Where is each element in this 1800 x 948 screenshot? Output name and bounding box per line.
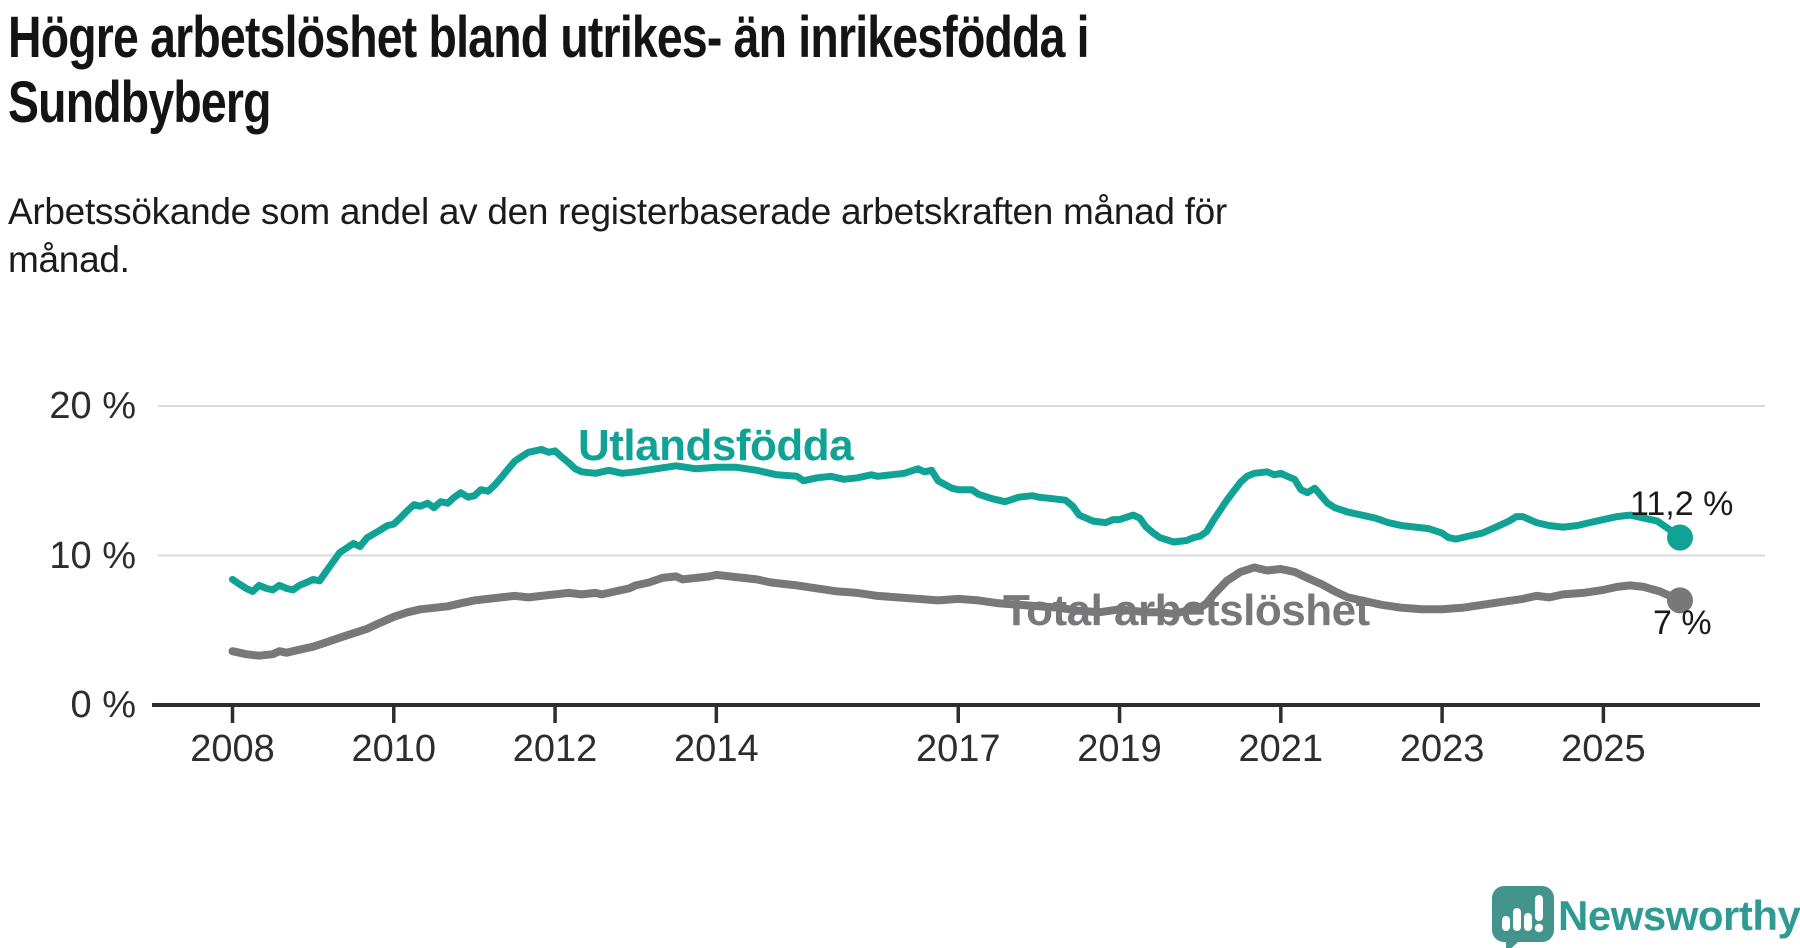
logo-exclamation-dot bbox=[1534, 923, 1544, 933]
x-axis-label-2019: 2019 bbox=[1077, 728, 1162, 770]
page-title: Högre arbetslöshet bland utrikes- än inr… bbox=[8, 5, 1090, 135]
x-axis-label-2010: 2010 bbox=[351, 728, 437, 770]
series-label-utlandsfodda: Utlandsfödda bbox=[578, 421, 854, 470]
y-axis-label-0: 0 % bbox=[70, 684, 136, 726]
logo-exclamation-bar bbox=[1535, 895, 1543, 921]
series-line-utlandsfodda bbox=[229, 445, 1684, 595]
newsworthy-logo: Newsworthy bbox=[1490, 884, 1800, 948]
logo-bar-1 bbox=[1502, 916, 1510, 931]
y-axis-label-20: 20 % bbox=[49, 385, 136, 427]
newsworthy-logo-icon bbox=[1492, 886, 1554, 948]
series-label-total-arbetsloshet: Total arbetslöshet bbox=[1003, 586, 1370, 635]
x-axis-label-2023: 2023 bbox=[1399, 728, 1485, 770]
series-line-total-arbetsloshet bbox=[228, 563, 1684, 660]
end-value-label-utlandsfodda: 11,2 % bbox=[1630, 485, 1734, 523]
end-value-label-total-arbetsloshet: 7 % bbox=[1653, 604, 1712, 642]
series-end-dot-total-arbetsloshet bbox=[1666, 587, 1693, 614]
logo-bar-3 bbox=[1524, 913, 1532, 931]
logo-bubble-shape bbox=[1492, 886, 1554, 948]
x-axis-label-2025: 2025 bbox=[1561, 728, 1646, 770]
newsworthy-wordmark: Newsworthy bbox=[1558, 892, 1800, 939]
x-axis-label-2014: 2014 bbox=[674, 728, 759, 770]
x-axis-label-2008: 2008 bbox=[190, 728, 275, 770]
x-axis-label-2021: 2021 bbox=[1238, 728, 1324, 770]
chart-subtitle: Arbetssökande som andel av den registerb… bbox=[8, 191, 1227, 281]
y-axis-label-10: 10 % bbox=[49, 534, 136, 577]
x-axis-label-2012: 2012 bbox=[512, 728, 598, 770]
x-axis-label-2017: 2017 bbox=[915, 728, 1001, 770]
series-end-dot-utlandsfodda bbox=[1666, 524, 1693, 551]
logo-bar-2 bbox=[1513, 908, 1521, 931]
